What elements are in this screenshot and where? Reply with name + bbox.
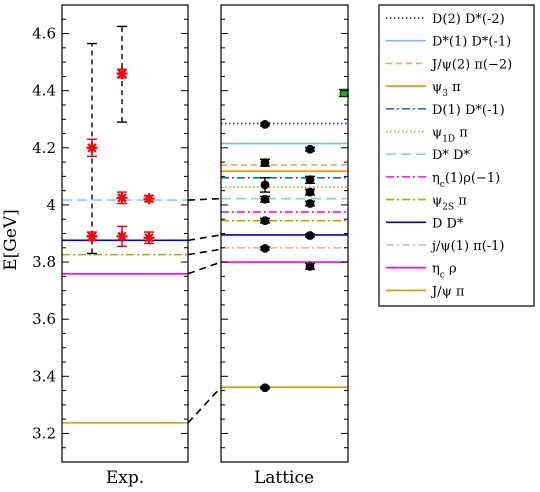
legend-label-d-1-d-1: D(1) D*(-1)	[432, 103, 505, 118]
lattice-point-8	[305, 175, 315, 185]
exp-point-3-ray	[117, 193, 127, 203]
panel-label-exp: Exp.	[106, 468, 144, 488]
connector-line-3	[187, 234, 222, 242]
legend-label-j-2-2: J/ψ(2) π(−2)	[430, 57, 512, 72]
legend-label-j: J/ψ π	[430, 284, 465, 299]
lattice-point-3	[260, 194, 270, 204]
exp-point-0-ray	[87, 143, 97, 153]
legend-box	[378, 4, 535, 307]
legend-items: D(2) D*(-2) D*(1) D*(-1) J/ψ(2) π(−2) ψ3 π D…	[386, 12, 512, 299]
lattice-point-9	[305, 187, 315, 197]
connector-lines-layer	[187, 197, 222, 424]
exp-point-3	[116, 192, 128, 204]
y-tick-label: 4.2	[32, 139, 56, 157]
connector-line-4	[187, 197, 222, 201]
lattice-point-13	[339, 88, 349, 98]
exp-point-4	[116, 230, 128, 242]
legend-label-c: ηc ρ	[432, 262, 457, 281]
y-tick-label: 4	[46, 196, 56, 214]
lattice-point-11	[305, 231, 315, 240]
connector-line-2	[187, 248, 222, 256]
legend-label-c-1-1: ηc(1)ρ(−1)	[432, 171, 500, 190]
panel-label-lattice: Lattice	[254, 468, 314, 488]
exp-point-2-ray	[117, 68, 127, 79]
connector-line-0	[187, 386, 222, 424]
legend-label-d-1-d-1: D*(1) D*(-1)	[432, 35, 511, 50]
legend-label-d-d: D* D*	[432, 148, 470, 163]
lattice-point-1	[260, 158, 270, 168]
y-tick-label: 4.6	[32, 25, 56, 43]
y-tick-label: 3.8	[32, 253, 56, 271]
exp-point-4-ray	[117, 231, 127, 242]
lattice-point-4	[260, 216, 270, 226]
exp-point-0	[86, 142, 98, 154]
y-tick-label: 3.4	[32, 367, 56, 385]
legend-label-3: ψ3 π	[432, 80, 461, 99]
legend-label-d-d: D D*	[432, 216, 464, 231]
exp-point-6-ray	[144, 233, 154, 243]
exp-point-1-ray	[87, 231, 97, 242]
threshold-lines-layer	[62, 122, 348, 424]
y-tick-label: 3.6	[32, 310, 56, 328]
lattice-point-5	[260, 243, 270, 253]
legend-label-2s: ψ2S π	[432, 194, 467, 213]
y-axis-label: E[GeV]	[1, 209, 21, 271]
exp-point-5-ray	[144, 193, 154, 204]
connector-line-1	[187, 261, 222, 275]
exp-point-6	[143, 232, 155, 244]
y-tick-label: 3.2	[32, 424, 56, 442]
lattice-point-7	[305, 144, 315, 154]
lattice-point-12	[305, 261, 315, 271]
data-points-layer	[86, 25, 349, 393]
y-tick-label: 4.4	[32, 82, 56, 100]
lattice-point-2	[260, 180, 270, 190]
legend-label-j-1-1: j/ψ(1) π(-1)	[430, 239, 505, 254]
exp-point-2	[116, 68, 128, 80]
legend-label-d-2-d-2: D(2) D*(-2)	[432, 12, 505, 27]
lattice-point-6	[260, 383, 270, 393]
exp-point-5	[143, 193, 155, 205]
lattice-point-10	[305, 199, 315, 208]
legend-label-1d: ψ1D π	[432, 126, 468, 145]
lattice-panel-frame	[220, 4, 349, 463]
y-axis-ticks: 3.2 3.4 3.6 3.8 4 4.2 4.4 4.6	[32, 4, 348, 449]
lattice-point-0	[260, 119, 270, 129]
exp-point-1	[86, 230, 98, 242]
